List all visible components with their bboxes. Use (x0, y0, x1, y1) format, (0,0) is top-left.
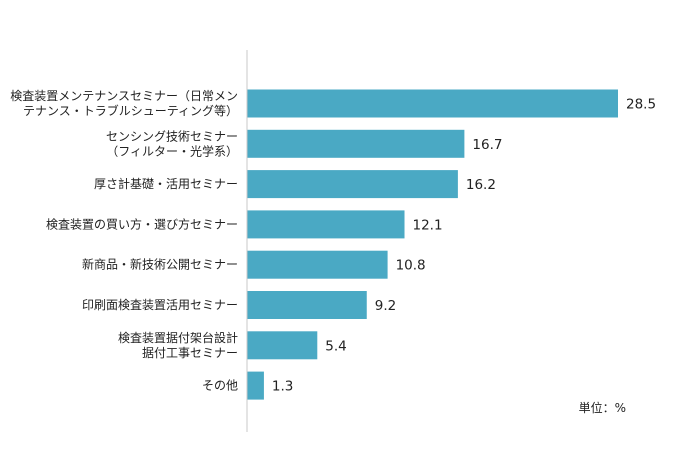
bar (247, 250, 388, 279)
category-label: 検査装置据付架台設計 (118, 330, 238, 345)
value-label: 10.8 (396, 258, 426, 274)
value-label: 5.4 (325, 338, 346, 354)
category-label: （フィルター・光学系） (106, 143, 238, 158)
value-label: 16.2 (466, 177, 496, 193)
value-label: 1.3 (272, 379, 293, 395)
category-label: その他 (202, 379, 238, 393)
value-labels-group: 28.5 16.7 16.2 12.1 10.8 9.2 5.4 1.3 (272, 97, 656, 395)
value-label: 28.5 (626, 97, 656, 113)
category-label: 厚さ計基礎・活用セミナー (94, 176, 238, 191)
unit-label: 単位：% (579, 400, 626, 415)
category-label: テナンス・トラブルシューティング等） (23, 103, 238, 118)
value-label: 16.7 (472, 137, 502, 153)
bar (247, 170, 458, 199)
bar (247, 371, 264, 400)
value-label: 9.2 (375, 298, 396, 314)
category-label: 新商品・新技術公開セミナー (82, 257, 238, 272)
bar (247, 89, 618, 118)
value-label: 12.1 (413, 217, 443, 233)
category-label: 印刷面検査装置活用セミナー (82, 298, 238, 312)
category-label: 据付工事セミナー (142, 346, 238, 360)
category-label: センシング技術セミナー (106, 129, 238, 143)
bar (247, 129, 465, 158)
bars-group (247, 89, 618, 400)
bar (247, 291, 367, 319)
category-label: 検査装置の買い方・選び方セミナー (46, 216, 238, 231)
category-label: 検査装置メンテナンスセミナー（日常メン (10, 89, 238, 103)
bar (247, 331, 318, 360)
bar (247, 210, 405, 239)
